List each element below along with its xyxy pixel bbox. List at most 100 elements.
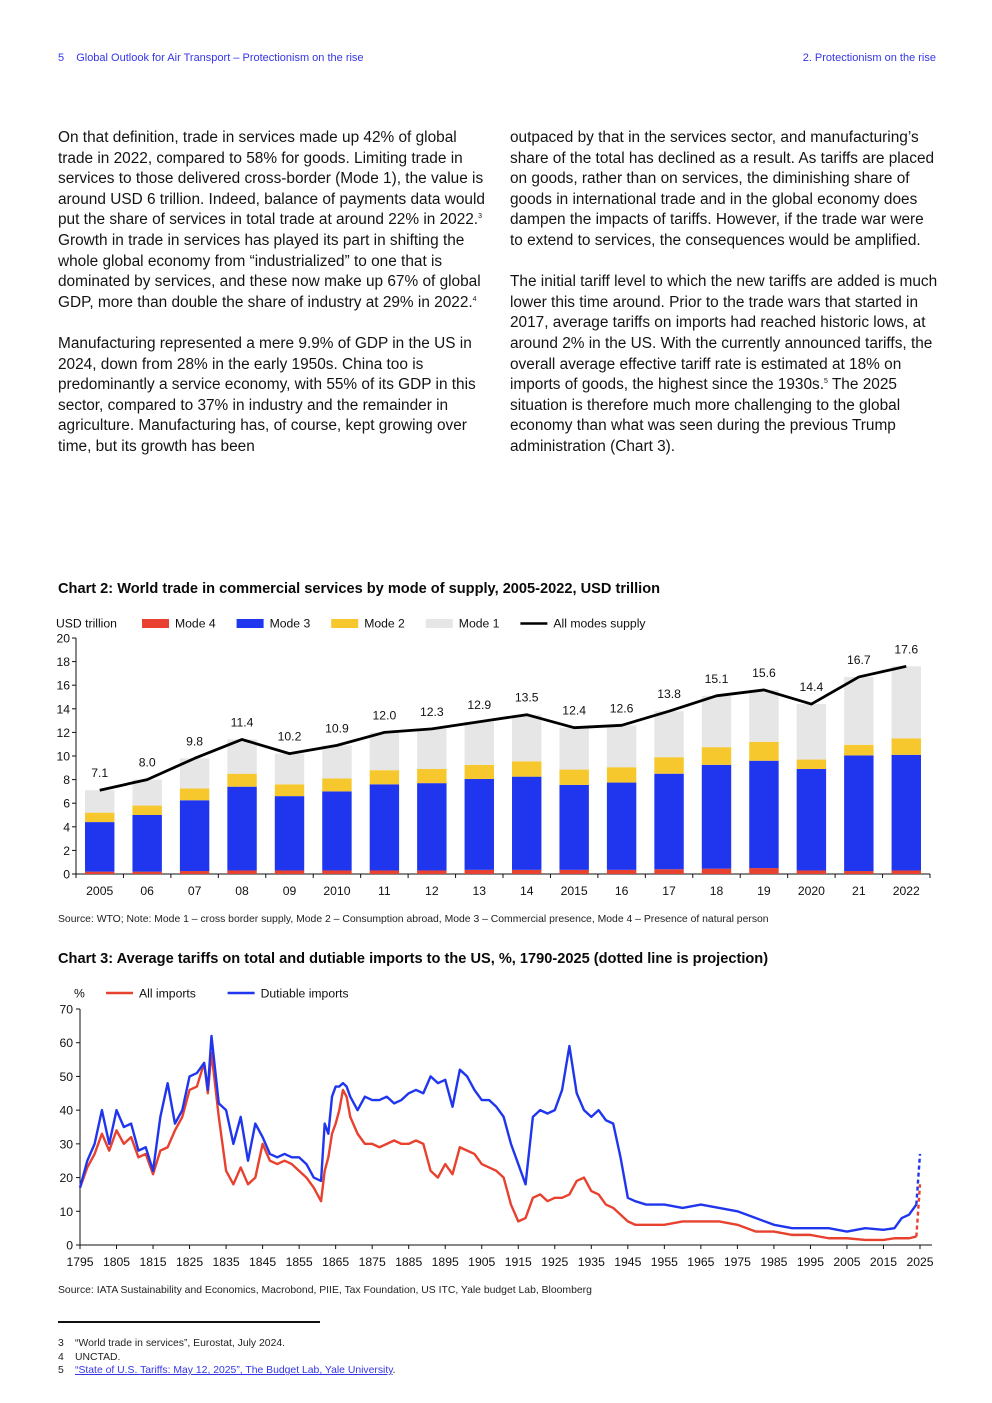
data-label: 12.0 [373, 708, 397, 722]
footnote: 3 “World trade in services”, Eurostat, Ju… [58, 1337, 396, 1351]
total-line [99, 664, 907, 792]
y-tick-label: 0 [66, 1239, 73, 1253]
chart2-svg: USD trillion Mode 4 Mode 3 Mode 2 Mode 1 All … [56, 617, 931, 898]
x-tick-label: 09 [283, 884, 297, 898]
paragraph: Manufacturing represented a mere 9.9% of… [58, 334, 476, 455]
bar-segment [417, 728, 447, 769]
bar-segment [606, 782, 637, 870]
data-label: 11.4 [231, 715, 254, 729]
footnote-link[interactable]: “State of U.S. Tariffs: May 12, 2025”, T… [75, 1365, 393, 1377]
bar-segment [844, 871, 874, 874]
footnote-divider [58, 1321, 320, 1323]
data-label: 7.1 [91, 766, 108, 780]
bar-segment [227, 739, 257, 774]
legend-label: Mode 4 [175, 617, 216, 631]
body-column-right: outpaced by that in the services sector,… [510, 128, 938, 478]
bar-segment [227, 870, 257, 874]
bar-segment [227, 773, 257, 787]
footnotes: 3 “World trade in services”, Eurostat, Ju… [58, 1337, 396, 1378]
footnote-number: 3 [58, 1338, 64, 1349]
x-tick-label: 1975 [724, 1255, 751, 1269]
legend-label: Mode 1 [459, 617, 500, 631]
data-label: 15.1 [705, 672, 729, 686]
legend-label: Mode 3 [270, 617, 311, 631]
bar-segment [132, 805, 162, 815]
x-tick-label: 13 [472, 884, 486, 898]
bar-segment [274, 784, 305, 797]
bar-segment [654, 869, 684, 874]
x-tick-label: 1795 [66, 1255, 93, 1269]
data-label: 8.0 [139, 756, 156, 770]
y-tick-label: 2 [63, 844, 70, 858]
paragraph: The initial tariff level to which the ne… [510, 272, 938, 457]
data-label: 17.6 [894, 642, 918, 656]
x-tick-label: 2005 [833, 1255, 860, 1269]
x-tick-label: 06 [140, 884, 154, 898]
footnote-text: . [392, 1365, 396, 1377]
y-tick-label: 6 [63, 797, 70, 811]
bar-segment [464, 779, 494, 870]
legend-swatch [425, 619, 453, 628]
bar-segment [701, 764, 732, 869]
x-tick-label: 19 [757, 884, 771, 898]
footnote-ref[interactable]: 4 [472, 295, 477, 303]
bar-segment [606, 767, 637, 783]
bar-segment [844, 676, 874, 745]
y-tick-label: 30 [59, 1137, 73, 1151]
bar-segment [796, 704, 827, 760]
bar-segment [369, 870, 400, 874]
y-tick-label: 20 [59, 1171, 73, 1185]
bar-segment [512, 869, 542, 874]
bar-segment [749, 760, 779, 869]
paragraph-text: On that definition, trade in services ma… [58, 129, 485, 229]
x-tick-label: 16 [615, 884, 629, 898]
footnote-ref[interactable]: 3 [478, 213, 482, 221]
bar-segment [132, 779, 162, 806]
x-tick-label: 11 [378, 884, 391, 898]
bar-segment [749, 741, 779, 761]
chart3-svg: % All imports Dutiable imports 0 10 20 30 40 50 6… [59, 987, 933, 1270]
bar-segment [274, 870, 305, 874]
x-tick-label: 08 [235, 884, 249, 898]
unit-label: USD trillion [56, 617, 117, 631]
bar-segment [322, 791, 352, 871]
data-label: 13.8 [657, 687, 681, 701]
chart3-source: Source: IATA Sustainability and Economic… [58, 1285, 592, 1296]
data-label: 14.4 [800, 680, 824, 694]
legend-swatch [236, 619, 264, 628]
body-column-left: On that definition, trade in services ma… [58, 128, 486, 478]
x-tick-label: 1815 [139, 1255, 166, 1269]
bar-segment [654, 773, 684, 870]
y-tick-label: 8 [63, 773, 70, 787]
x-tick-label: 21 [852, 884, 866, 898]
bar-segment [322, 778, 352, 792]
bar-segment [274, 796, 305, 871]
bar-segment [654, 757, 684, 774]
paragraph: On that definition, trade in services ma… [58, 128, 486, 313]
unit-label: % [74, 987, 85, 1001]
footnote-text: “World trade in services”, Eurostat, Jul… [75, 1338, 286, 1349]
data-label: 12.3 [420, 705, 444, 719]
x-tick-label: 07 [188, 884, 202, 898]
bar-segment [796, 759, 827, 769]
footnote-ref[interactable]: 5 [824, 378, 828, 385]
document-title: Global Outlook for Air Transport – Prote… [76, 52, 364, 64]
bar-segment [512, 714, 542, 762]
data-label: 9.8 [186, 734, 203, 748]
bar-segment [132, 871, 162, 874]
data-label: 15.6 [752, 666, 776, 680]
bar-segment [464, 869, 494, 874]
paragraph-text: The 2025 situation is therefore much mor… [510, 376, 901, 455]
x-tick-label: 2010 [323, 884, 350, 898]
footnote: 5 “State of U.S. Tariffs: May 12, 2025”, … [58, 1364, 396, 1378]
bar-segment [179, 800, 210, 872]
bar-segment [891, 666, 921, 739]
x-tick-label: 2015 [870, 1255, 897, 1269]
legend-label: Dutiable imports [261, 987, 349, 1001]
legend-label: All imports [139, 987, 196, 1001]
data-label: 12.9 [467, 698, 491, 712]
bar-segment [464, 764, 494, 780]
series-line [78, 1034, 918, 1233]
x-tick-label: 1945 [614, 1255, 641, 1269]
bar-segment [179, 788, 210, 801]
